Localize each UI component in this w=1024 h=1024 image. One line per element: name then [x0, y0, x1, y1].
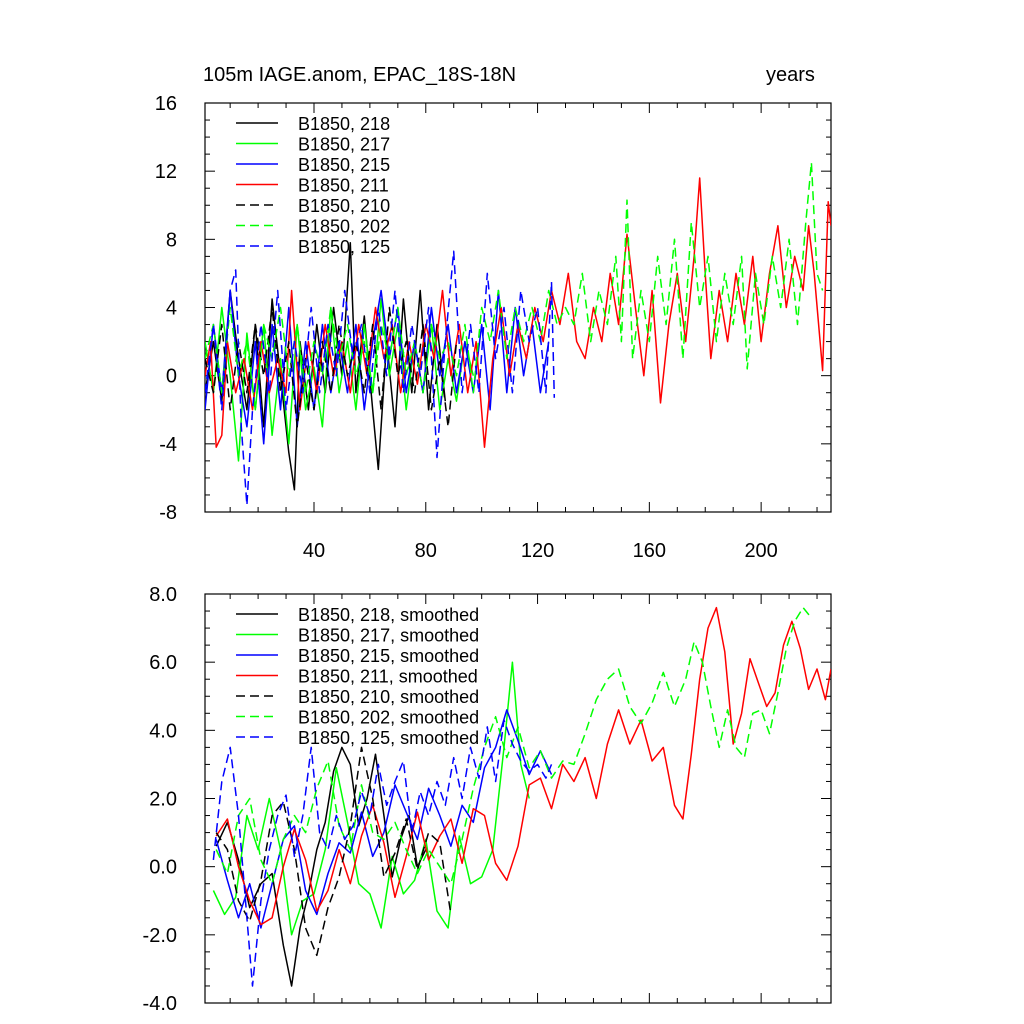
series-line: [212, 661, 530, 936]
legend-label: B1850, 202: [298, 217, 390, 237]
legend-label: B1850, 215, smoothed: [298, 646, 479, 666]
y-tick-label: 6.0: [149, 652, 177, 674]
y-tick-label: -4: [159, 434, 177, 456]
series-group: [212, 606, 831, 987]
chart-units-label: years: [766, 64, 815, 86]
y-tick-label: 4.0: [149, 720, 177, 742]
legend-label: B1850, 210, smoothed: [298, 687, 479, 707]
series-line: [212, 719, 553, 987]
legend-label: B1850, 125: [298, 237, 390, 257]
y-tick-label: 8: [166, 229, 177, 251]
series-line: [215, 709, 553, 929]
legend-label: B1850, 211: [298, 176, 389, 196]
y-tick-label: -2.0: [143, 925, 177, 947]
legend-label: B1850, 218, smoothed: [298, 605, 479, 625]
series-line: [205, 250, 556, 506]
x-tick-label: 80: [415, 540, 437, 562]
series-line: [205, 177, 831, 448]
series-group: [205, 161, 831, 506]
series-line: [215, 606, 831, 926]
legend-label: B1850, 125, smoothed: [298, 728, 479, 748]
y-tick-label: 16: [155, 93, 177, 115]
legend-label: B1850, 202, smoothed: [298, 708, 479, 728]
legend-label: B1850, 211, smoothed: [298, 667, 478, 687]
y-tick-label: 4: [166, 298, 177, 320]
x-tick-label: 160: [633, 540, 666, 562]
legend-label: B1850, 217: [298, 135, 390, 155]
series-line: [215, 746, 452, 957]
y-tick-label: 8.0: [149, 584, 177, 606]
x-tick-label: 40: [303, 540, 325, 562]
y-tick-label: -4.0: [143, 993, 177, 1015]
y-tick-label: 12: [155, 161, 177, 183]
legend-label: B1850, 210: [298, 196, 390, 216]
chart-title: 105m IAGE.anom, EPAC_18S-18N: [203, 64, 517, 86]
y-tick-label: 0: [166, 366, 177, 388]
y-tick-label: 0.0: [149, 857, 177, 879]
legend-label: B1850, 215: [298, 155, 390, 175]
x-tick-label: 120: [521, 540, 554, 562]
y-tick-label: -8: [159, 502, 177, 524]
panel-smoothed: -4.0 -2.0 0.0 2.0 4.0 6.0 8.0 B1850, 218, smoot…: [143, 584, 832, 1015]
series-line: [205, 306, 458, 428]
legend-label: B1850, 217, smoothed: [298, 626, 479, 646]
x-tick-label: 200: [744, 540, 777, 562]
legend-label: B1850, 218: [298, 114, 390, 134]
series-line: [215, 606, 812, 885]
series-line: [205, 161, 824, 411]
y-tick-label: 2.0: [149, 789, 177, 811]
